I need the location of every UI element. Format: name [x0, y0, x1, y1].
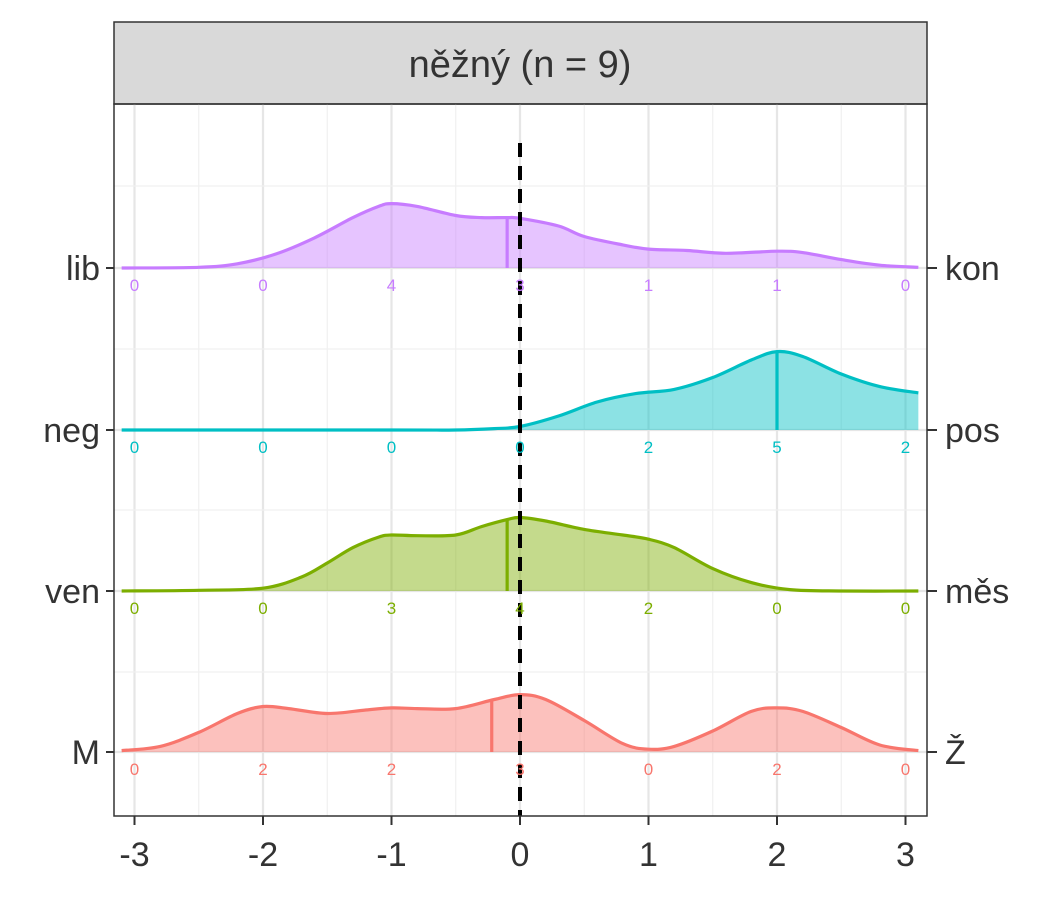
count-label: 4 — [387, 276, 396, 295]
y-label-left: lib — [66, 250, 100, 288]
y-label-left: neg — [43, 412, 100, 450]
y-label-left: M — [72, 734, 100, 772]
count-label: 0 — [515, 438, 524, 457]
y-label-right: Ž — [945, 734, 966, 772]
density-curve-neg — [121, 349, 919, 432]
count-label: 0 — [130, 599, 139, 618]
grid-lines — [114, 104, 927, 816]
count-label: 2 — [258, 760, 267, 779]
x-tick-label: 1 — [639, 836, 658, 874]
strip-background — [113, 21, 928, 105]
count-label: 3 — [515, 760, 524, 779]
count-label: 0 — [130, 276, 139, 295]
count-label: 0 — [644, 760, 653, 779]
count-label: 2 — [644, 599, 653, 618]
count-label: 0 — [258, 438, 267, 457]
count-labels: 0 2 2 3 0 2 0 0 0 3 4 2 0 0 0 0 0 0 2 5 2 0 0 4 3 1 1 0 — [130, 276, 910, 779]
x-tick-label: -2 — [248, 836, 278, 874]
count-label: 0 — [772, 599, 781, 618]
count-label: 3 — [387, 599, 396, 618]
count-label: 5 — [772, 438, 781, 457]
density-curve-lib — [121, 201, 919, 270]
density-curve-M — [121, 692, 919, 753]
count-label: 0 — [387, 438, 396, 457]
count-label: 0 — [901, 599, 910, 618]
x-tick-label: 3 — [896, 836, 915, 874]
count-label: 0 — [901, 760, 910, 779]
count-label: 0 — [130, 760, 139, 779]
x-tick-label: 2 — [768, 836, 787, 874]
y-label-right: pos — [945, 412, 1000, 450]
count-label: 2 — [644, 438, 653, 457]
count-label: 2 — [901, 438, 910, 457]
count-label: 2 — [772, 760, 781, 779]
count-label: 0 — [901, 276, 910, 295]
count-label: 1 — [772, 276, 781, 295]
x-tick-label: 0 — [511, 836, 530, 874]
count-label: 4 — [515, 599, 524, 618]
count-label: 3 — [515, 276, 524, 295]
count-label: 2 — [387, 760, 396, 779]
y-label-right: kon — [945, 250, 1000, 288]
y-label-right: měs — [945, 573, 1009, 611]
count-label: 1 — [644, 276, 653, 295]
x-tick-label: -1 — [376, 836, 406, 874]
x-tick-label: -3 — [119, 836, 149, 874]
count-label: 0 — [258, 276, 267, 295]
density-area-neg — [121, 351, 919, 431]
y-label-left: ven — [45, 573, 100, 611]
count-label: 0 — [130, 438, 139, 457]
panel-title: něžný (n = 9) — [409, 44, 632, 86]
count-label: 0 — [258, 599, 267, 618]
